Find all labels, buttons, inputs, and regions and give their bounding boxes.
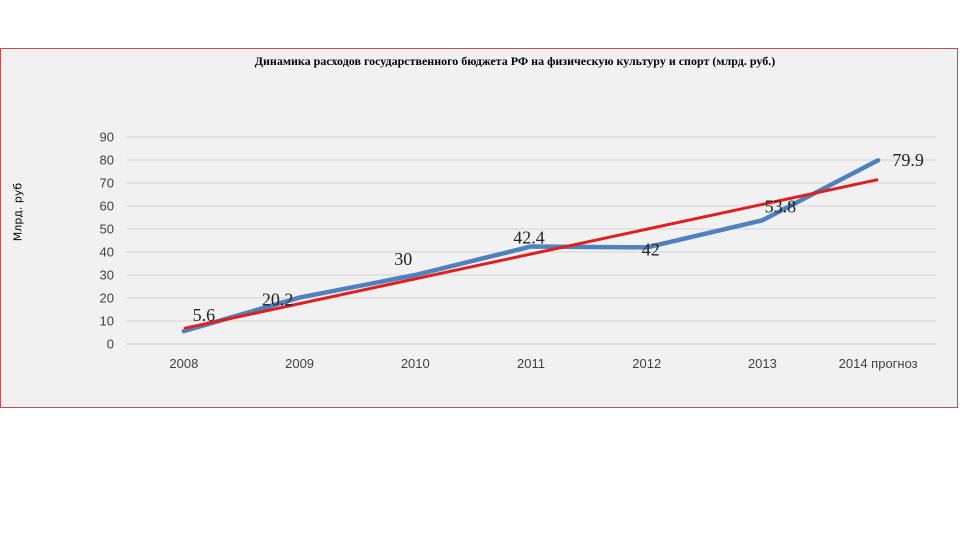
data-label: 5.6 [193,305,216,325]
trendline [183,178,879,330]
x-tick-label: 2011 [517,356,545,371]
trendline-layer [183,178,879,330]
y-tick-label: 60 [100,199,114,214]
y-tick-label: 10 [100,314,114,329]
data-label: 30 [394,249,412,269]
chart-title: Динамика расходов государственного бюдже… [254,54,776,68]
gridlines [126,136,936,345]
y-tick-label: 90 [100,130,114,145]
data-labels: 5.6 20.2 30 42.4 42 53.8 79.9 [193,150,924,325]
x-tick-label: 2008 [169,356,198,371]
chart-panel [0,48,958,408]
y-tick-label: 80 [100,153,114,168]
y-tick-label: 0 [107,337,114,352]
data-label: 20.2 [262,290,294,310]
x-tick-label: 2013 [748,356,777,371]
y-tick-label: 40 [100,245,114,260]
y-axis-ticks: 0 10 20 30 40 50 60 70 80 90 [100,130,114,352]
y-tick-label: 20 [100,291,114,306]
data-label: 42.4 [513,227,545,247]
x-axis-ticks: 2008 2009 2010 2011 2012 2013 2014 прогноз [169,356,917,371]
x-tick-label: 2014 прогноз [839,356,918,371]
x-tick-label: 2012 [632,356,661,371]
data-label: 42 [642,239,660,259]
x-tick-label: 2009 [285,356,314,371]
y-tick-label: 50 [100,222,114,237]
x-tick-label: 2010 [401,356,430,371]
data-label: 53.8 [765,196,797,216]
series-layer [181,157,881,334]
data-label: 79.9 [892,150,924,170]
y-tick-label: 70 [100,176,114,191]
y-tick-label: 30 [100,268,114,283]
